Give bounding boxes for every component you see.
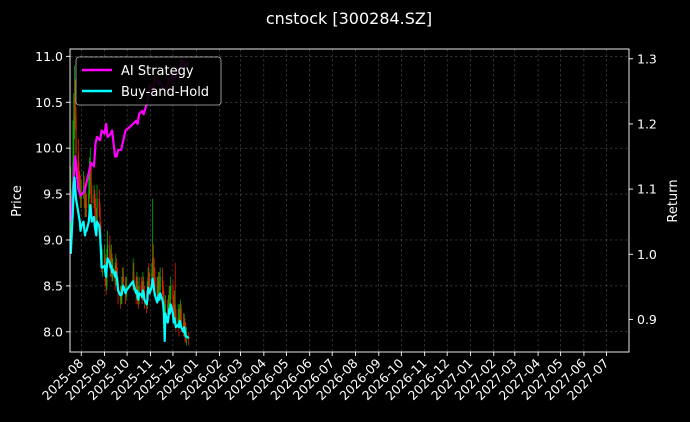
- candle-body: [175, 313, 177, 323]
- candle-body: [93, 194, 95, 204]
- candle-body: [157, 285, 159, 296]
- candle-body: [96, 198, 98, 227]
- plot-frame: [69, 48, 630, 353]
- y-tick-label: 10.5: [35, 95, 63, 110]
- candle-body: [99, 207, 101, 227]
- candle-body: [136, 281, 138, 296]
- candle-body: [82, 184, 85, 195]
- candle-body: [148, 276, 150, 282]
- candle-body: [115, 262, 118, 277]
- y-axis-right: 0.9 1.0 1.1 1.2 1.3: [629, 51, 657, 327]
- candle-body: [79, 180, 81, 190]
- candle-body: [132, 272, 134, 286]
- candle-body: [90, 166, 92, 195]
- y-axis-left: 8.0 8.5 9.0 9.5 10.0 10.5 11.0: [35, 49, 70, 339]
- candle-body: [179, 308, 182, 314]
- candle-body: [110, 258, 112, 268]
- candle-body: [89, 166, 91, 176]
- candle-body: [98, 198, 100, 208]
- candle-body: [170, 285, 172, 300]
- legend-label-buy-and-hold: Buy-and-Hold: [121, 85, 209, 100]
- y-tick-label: 8.0: [43, 324, 63, 339]
- candle-body: [164, 304, 167, 314]
- candle-body: [88, 194, 90, 208]
- candle-body: [179, 313, 181, 323]
- candle-body: [122, 276, 124, 282]
- candle-body: [135, 281, 137, 296]
- candle-body: [94, 194, 96, 208]
- y-tick-label: 9.5: [43, 187, 63, 202]
- candle-body: [85, 203, 87, 208]
- candle-body: [75, 116, 77, 153]
- candle-body: [73, 97, 76, 126]
- legend-label-ai-strategy: AI Strategy: [121, 64, 194, 79]
- candle-body: [133, 272, 135, 282]
- candle-body: [152, 258, 154, 273]
- y2-axis-title: Return: [666, 179, 681, 222]
- candle-body: [147, 276, 149, 291]
- candle-body: [174, 304, 176, 314]
- candle-body: [153, 267, 155, 277]
- candle-body: [183, 322, 185, 328]
- candle-body: [173, 304, 176, 309]
- candle-body: [173, 299, 175, 309]
- series-line-buy-and-hold: [69, 176, 190, 343]
- candle-body: [94, 207, 97, 213]
- candle-body: [154, 276, 156, 286]
- candle-body: [172, 285, 174, 300]
- candle-body: [119, 295, 121, 300]
- grid: [70, 49, 629, 352]
- candle-body: [161, 276, 164, 286]
- candle-body: [77, 152, 79, 172]
- candle-body: [149, 281, 151, 286]
- candle-body: [73, 125, 75, 162]
- y-axis-title: Price: [10, 185, 25, 217]
- candle-body: [84, 198, 86, 208]
- candle-body: [169, 295, 171, 300]
- candle-body: [120, 295, 122, 300]
- candle-body: [105, 276, 107, 286]
- candle-body: [167, 304, 169, 314]
- candle-body: [159, 276, 161, 291]
- candle-body: [95, 212, 97, 227]
- y2-tick-label: 0.9: [637, 312, 657, 327]
- candle-body: [78, 171, 80, 181]
- candle-body: [168, 295, 170, 305]
- candle-body: [158, 281, 161, 291]
- y2-tick-label: 1.1: [637, 182, 657, 197]
- candle-body: [140, 285, 142, 291]
- y2-tick-label: 1.2: [637, 116, 657, 131]
- legend: AI Strategy Buy-and-Hold: [75, 56, 222, 106]
- candle-body: [142, 281, 144, 296]
- candle-body: [109, 244, 111, 259]
- candle-body: [124, 281, 127, 296]
- candle-body: [121, 276, 124, 291]
- candle-body: [180, 308, 182, 323]
- candle-body: [158, 281, 160, 286]
- candle-body: [177, 318, 179, 323]
- candle-body: [156, 285, 158, 296]
- candle-body: [106, 244, 109, 263]
- chart-title: cnstock [300284.SZ]: [266, 9, 432, 28]
- candle-body: [143, 281, 145, 291]
- candle-body: [162, 285, 164, 296]
- candle-body: [182, 322, 185, 328]
- candle-body: [152, 258, 154, 268]
- y-tick-label: 11.0: [35, 49, 63, 64]
- x-axis: 2025-082025-092025-102025-112025-122026-…: [39, 352, 612, 403]
- candle-body: [137, 281, 139, 296]
- y-tick-label: 10.0: [35, 141, 63, 156]
- y2-tick-label: 1.3: [637, 51, 657, 66]
- legend-box: [75, 56, 222, 106]
- candle-body: [91, 194, 93, 204]
- y2-tick-label: 1.0: [637, 247, 657, 262]
- candle-body: [88, 175, 91, 195]
- y-tick-label: 8.5: [43, 278, 63, 293]
- candle-body: [103, 258, 106, 263]
- y-tick-label: 9.0: [43, 232, 63, 247]
- candle-body: [85, 203, 88, 208]
- candle-body: [74, 97, 76, 117]
- candle-body: [163, 295, 165, 309]
